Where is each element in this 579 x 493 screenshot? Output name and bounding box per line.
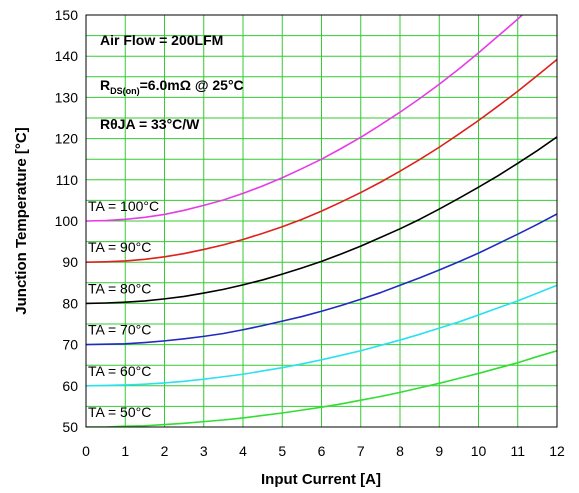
series-label: TA = 90°C: [88, 239, 151, 255]
y-tick-label: 110: [56, 172, 79, 188]
x-tick-label: 5: [278, 443, 286, 459]
series-lines: [86, 15, 557, 427]
series-line: [86, 58, 557, 263]
rds-annotation: RDS(on)=6.0mΩ @ 25°C: [100, 77, 244, 96]
y-tick-labels: 50 60 70 80 90 100 110 120 130 140 150: [55, 7, 79, 435]
series-label: TA = 80°C: [88, 280, 151, 296]
x-tick-label: 11: [510, 443, 525, 459]
rds-value: =6.0mΩ @ 25°C: [140, 77, 244, 93]
x-tick-label: 1: [121, 443, 129, 459]
x-tick-labels: 0 1 2 3 4 5 6 7 8 9 10 11 12: [82, 443, 565, 459]
x-tick-label: 0: [82, 443, 90, 459]
x-tick-label: 12: [549, 443, 565, 459]
series-line: [86, 213, 557, 346]
series-label: TA = 50°C: [88, 404, 151, 420]
plot-frame: [85, 14, 558, 428]
series-label: TA = 100°C: [88, 198, 159, 214]
x-tick-label: 2: [161, 443, 169, 459]
y-tick-label: 70: [62, 337, 78, 353]
y-tick-label: 140: [55, 48, 79, 64]
x-tick-label: 9: [435, 443, 443, 459]
series-line: [86, 284, 557, 387]
x-tick-label: 3: [200, 443, 208, 459]
x-tick-label: 10: [471, 443, 487, 459]
series-line: [86, 136, 557, 305]
rds-symbol: R: [100, 77, 110, 93]
y-tick-label: 90: [62, 254, 78, 270]
series-label: TA = 70°C: [88, 322, 151, 338]
y-tick-label: 130: [55, 89, 79, 105]
series-line: [86, 350, 557, 427]
x-tick-label: 6: [318, 443, 326, 459]
y-tick-label: 80: [62, 295, 78, 311]
series-line: [86, 15, 524, 222]
x-tick-label: 4: [239, 443, 247, 459]
x-tick-label: 7: [357, 443, 365, 459]
y-tick-label: 150: [55, 7, 79, 23]
series-labels: TA = 100°C TA = 90°C TA = 80°C TA = 70°C TA …: [88, 198, 159, 420]
y-tick-label: 120: [55, 131, 79, 147]
y-tick-label: 50: [62, 419, 78, 435]
x-tick-label: 8: [396, 443, 404, 459]
y-axis-title: Junction Temperature [°C]: [13, 127, 30, 314]
y-tick-label: 60: [62, 378, 78, 394]
air-flow-annotation: Air Flow = 200LFM: [100, 32, 223, 48]
series-label: TA = 60°C: [88, 363, 151, 379]
y-tick-label: 100: [55, 213, 79, 229]
theta-annotation: RθJA = 33°C/W: [100, 116, 200, 132]
rds-subscript: DS(on): [110, 86, 140, 96]
x-axis-title: Input Current [A]: [261, 471, 381, 488]
